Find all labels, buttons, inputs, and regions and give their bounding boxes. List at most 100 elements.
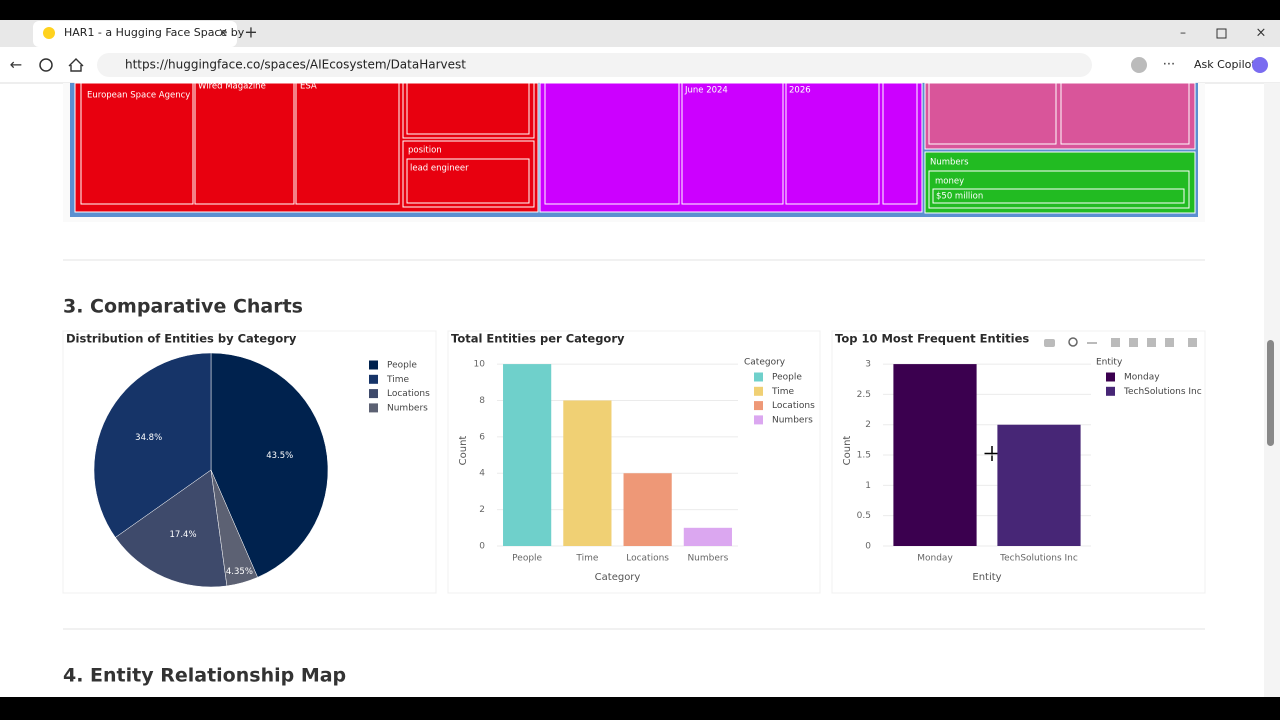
y-tick-label: 0 <box>479 542 485 552</box>
pie-label: 4.35% <box>226 567 253 577</box>
legend-label: Locations <box>387 389 430 399</box>
back-button[interactable]: ← <box>10 56 23 74</box>
y-tick-label: 8 <box>479 396 485 406</box>
bottom-bar <box>0 697 1280 720</box>
tile <box>681 82 784 205</box>
bar <box>997 424 1081 546</box>
y-tick-label: 10 <box>474 360 486 370</box>
pie-label: 34.8% <box>135 433 162 443</box>
y-axis-label: Count <box>458 436 469 466</box>
x-tick-label: Time <box>575 554 598 564</box>
home-button[interactable] <box>68 58 84 72</box>
treemap-label: money <box>935 177 964 187</box>
chart-title: Distribution of Entities by Category <box>66 332 297 346</box>
maximize[interactable] <box>1216 28 1227 39</box>
x-axis-label: Entity <box>972 572 1001 583</box>
menu[interactable]: ··· <box>1163 58 1175 73</box>
close-window[interactable]: × <box>1256 26 1267 41</box>
legend-label: Time <box>771 387 794 397</box>
bar <box>683 527 732 546</box>
tile <box>544 82 680 205</box>
treemap-label: position <box>408 146 442 156</box>
copilot-icon[interactable] <box>1252 57 1268 73</box>
legend-label: Numbers <box>772 415 813 425</box>
tile <box>785 82 880 205</box>
tile <box>295 82 400 205</box>
scroll-thumb[interactable] <box>1267 340 1274 446</box>
bar <box>623 473 672 546</box>
legend-swatch <box>754 401 763 411</box>
legend-swatch <box>754 386 763 396</box>
chart-title: Total Entities per Category <box>451 332 625 346</box>
legend-label: TechSolutions Inc <box>1123 387 1202 397</box>
modebar-zoom[interactable] <box>1068 337 1078 347</box>
treemap-label: lead engineer <box>410 164 469 174</box>
legend-swatch <box>754 372 763 382</box>
favicon <box>43 27 55 39</box>
pie-slice <box>93 352 212 538</box>
legend-label: People <box>772 373 802 383</box>
modebar <box>1044 337 1197 347</box>
pie-slice <box>210 352 329 578</box>
y-tick-label: 0.5 <box>857 511 871 521</box>
copilot[interactable]: Ask Copilot <box>1194 58 1256 71</box>
treemap-label: $50 million <box>936 192 983 202</box>
x-tick-label: People <box>512 554 542 564</box>
x-axis-label: Category <box>595 572 641 583</box>
reload-button[interactable] <box>39 58 53 72</box>
treemap-label: Wired Magazine <box>198 82 266 92</box>
cursor <box>984 446 1000 461</box>
legend-label: People <box>387 361 417 371</box>
y-tick-label: 4 <box>479 469 485 479</box>
tab-close[interactable]: × <box>218 26 228 40</box>
legend-swatch <box>754 415 763 425</box>
modebar-zoom-in[interactable] <box>1111 338 1120 347</box>
pie-slice <box>115 469 228 588</box>
section-heading: 3. Comparative Charts <box>63 296 303 318</box>
legend-label: Monday <box>1124 373 1160 383</box>
tile <box>928 82 1057 145</box>
tab-title: HAR1 - a Hugging Face Space by <box>64 26 245 39</box>
legend-swatch <box>369 403 378 413</box>
y-tick-label: 6 <box>479 432 485 442</box>
modebar-autoscale[interactable] <box>1147 338 1156 347</box>
modebar-fullscreen[interactable] <box>1188 338 1197 347</box>
modebar-zoom-out[interactable] <box>1129 338 1138 347</box>
profile[interactable] <box>1131 57 1147 73</box>
bar <box>893 364 977 546</box>
y-tick-label: 1 <box>865 481 871 491</box>
legend-title: Entity <box>1096 358 1123 368</box>
treemap-label: June 2024 <box>684 86 728 96</box>
address-bar[interactable] <box>97 53 1092 77</box>
y-tick-label: 2 <box>865 420 871 430</box>
legend-swatch <box>1106 372 1115 382</box>
modebar-reset[interactable] <box>1165 338 1174 347</box>
tile <box>1060 82 1190 145</box>
modebar-pan[interactable] <box>1087 342 1097 344</box>
y-tick-label: 3 <box>865 360 871 370</box>
tile <box>80 82 194 205</box>
treemap-label: Numbers <box>930 158 969 168</box>
pie-label: 17.4% <box>170 530 197 540</box>
section-heading: 4. Entity Relationship Map <box>63 665 346 687</box>
modebar-camera[interactable] <box>1044 339 1055 347</box>
tab[interactable] <box>33 21 237 47</box>
tile <box>406 82 530 135</box>
bar <box>503 364 552 546</box>
treemap-label: ESA <box>300 82 317 92</box>
minimize[interactable]: – <box>1180 26 1186 40</box>
top-bar <box>0 0 1280 20</box>
x-tick-label: Locations <box>626 554 669 564</box>
legend-title: Category <box>744 358 786 368</box>
tile <box>406 158 530 204</box>
chart-title: Top 10 Most Frequent Entities <box>835 332 1029 346</box>
pie-label: 43.5% <box>266 451 293 461</box>
new-tab[interactable]: + <box>244 23 257 42</box>
legend-swatch <box>1106 386 1115 396</box>
legend-label: Time <box>386 375 409 385</box>
x-tick-label: Numbers <box>687 554 728 564</box>
tile <box>932 188 1185 204</box>
treemap-label: 2026 <box>789 86 811 96</box>
pie-slice <box>210 469 258 587</box>
